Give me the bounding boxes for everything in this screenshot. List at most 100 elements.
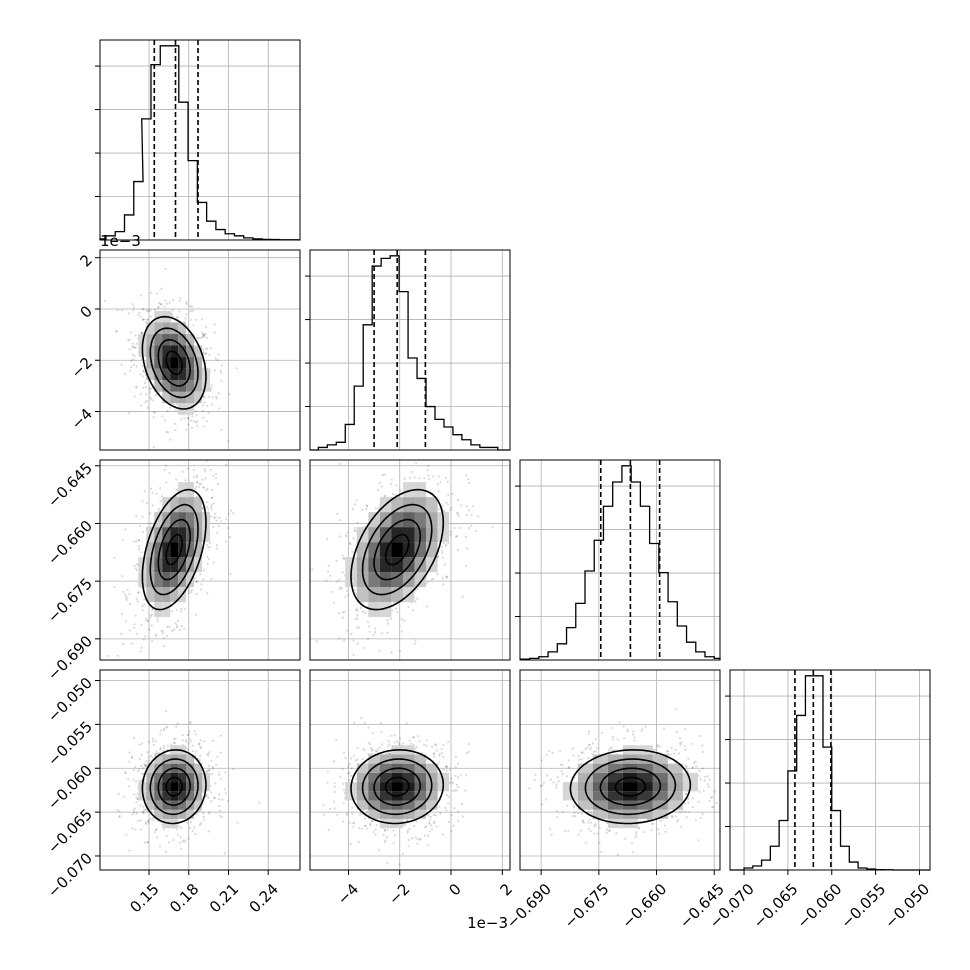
sample-point — [423, 834, 427, 837]
sample-point — [373, 752, 376, 755]
sample-point — [368, 743, 372, 746]
sample-point — [428, 822, 431, 825]
sample-point — [121, 575, 124, 578]
sample-point — [687, 801, 690, 804]
density-cell — [402, 527, 415, 543]
density-cell — [391, 587, 403, 603]
contour-line — [373, 767, 422, 806]
sample-point — [193, 577, 196, 580]
density-cell — [402, 557, 415, 573]
sample-point — [149, 388, 152, 391]
sample-point — [367, 741, 370, 744]
sample-point — [157, 752, 160, 755]
density-cell — [391, 572, 403, 588]
sample-point — [199, 823, 202, 827]
sample-point — [452, 824, 455, 828]
sample-point — [204, 477, 207, 480]
sample-point — [456, 549, 460, 552]
contour-line — [157, 338, 191, 387]
sample-point — [443, 509, 446, 513]
sample-point — [418, 477, 421, 480]
density-cell — [146, 772, 155, 783]
sample-point — [227, 440, 230, 443]
density-cell — [170, 391, 179, 404]
sample-point — [175, 725, 178, 728]
sample-point — [206, 348, 209, 351]
sample-point — [407, 845, 410, 848]
sample-point — [209, 347, 212, 350]
sample-point — [128, 348, 131, 351]
density-cell — [162, 772, 171, 783]
density-cell — [162, 602, 171, 618]
x-tick-label: −4 — [334, 880, 362, 908]
sample-point — [129, 369, 132, 372]
sample-point — [133, 395, 136, 398]
sample-point — [341, 616, 344, 619]
density-cell — [379, 754, 392, 764]
sample-point — [687, 757, 690, 760]
sample-point — [398, 743, 401, 746]
sample-point — [228, 393, 231, 396]
sample-point — [115, 330, 118, 333]
y-tick-label: −0.050 — [44, 674, 96, 726]
sample-point — [454, 774, 457, 778]
sample-point — [159, 733, 162, 736]
sample-point — [195, 592, 198, 595]
sample-point — [193, 340, 196, 343]
sample-point — [210, 508, 213, 511]
sample-point — [166, 744, 169, 747]
sample-point — [135, 812, 138, 815]
sample-point — [141, 810, 144, 814]
sample-point — [185, 313, 188, 316]
sample-point — [338, 535, 341, 538]
sample-point — [145, 502, 148, 505]
sample-point — [429, 815, 433, 819]
sample-point — [155, 634, 158, 637]
sample-point — [386, 828, 389, 831]
sample-point — [188, 592, 191, 595]
sample-point — [433, 752, 436, 755]
sample-point — [418, 740, 421, 743]
sample-point — [156, 620, 159, 623]
sample-point — [418, 838, 421, 841]
sample-point — [344, 595, 347, 598]
sample-point — [375, 824, 378, 827]
sample-point — [174, 737, 177, 740]
sample-point — [361, 610, 364, 613]
density-cell — [402, 791, 415, 801]
sample-point — [160, 303, 163, 306]
sample-point — [399, 737, 402, 740]
sample-point — [140, 623, 143, 626]
sample-point — [349, 843, 352, 846]
sample-point — [426, 469, 429, 472]
sample-point — [406, 829, 409, 832]
sample-point — [258, 801, 261, 804]
density-cell — [162, 368, 171, 381]
sample-point — [199, 745, 202, 748]
sample-point — [215, 547, 218, 550]
sample-point — [220, 371, 223, 374]
sample-point — [359, 606, 362, 610]
sample-point — [326, 770, 329, 774]
sample-point — [189, 305, 192, 308]
sample-point — [137, 591, 140, 594]
density-cell — [426, 800, 438, 810]
sample-point — [170, 743, 173, 746]
sample-point — [427, 834, 430, 837]
sample-point — [163, 729, 166, 732]
sample-point — [344, 756, 347, 760]
sample-point — [201, 478, 204, 481]
sample-point — [390, 651, 393, 654]
sample-point — [211, 765, 214, 768]
sample-point — [352, 754, 355, 758]
sample-point — [371, 819, 374, 823]
sample-point — [206, 487, 209, 490]
sample-point — [461, 803, 464, 806]
sample-point — [387, 751, 390, 754]
sample-point — [442, 542, 446, 545]
sample-point — [393, 741, 396, 744]
sample-point — [413, 825, 416, 828]
sample-point — [142, 530, 145, 534]
sample-point — [350, 632, 353, 636]
sample-point — [428, 830, 431, 833]
